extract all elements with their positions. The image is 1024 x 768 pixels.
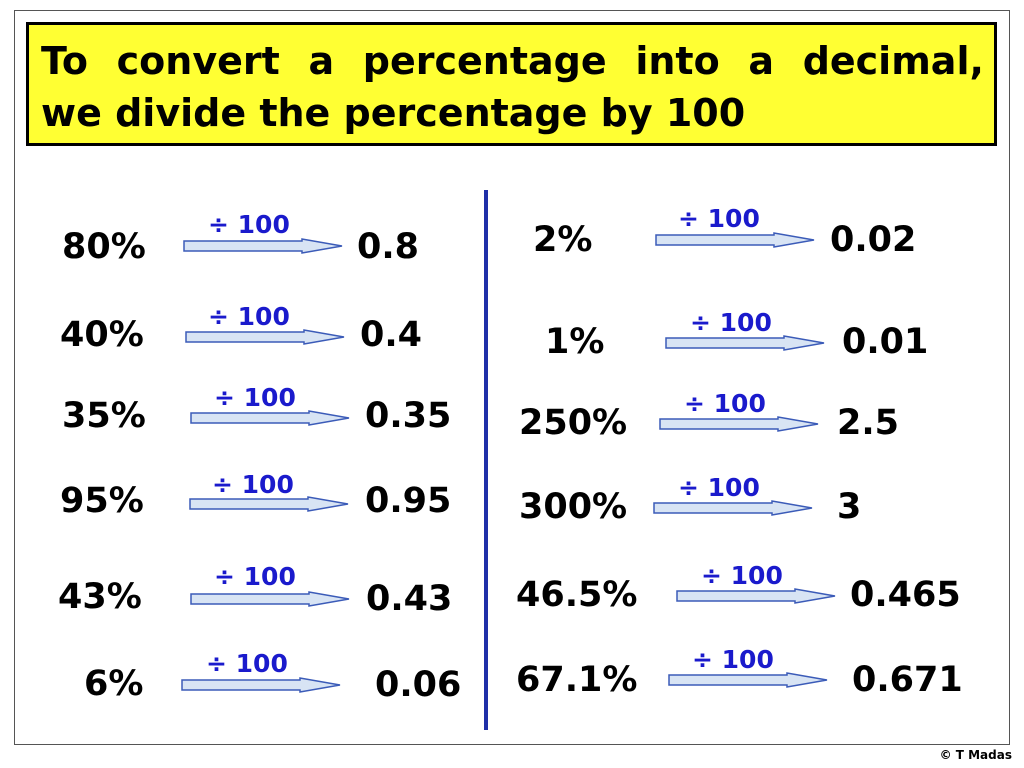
copyright-notice: © T Madas [939,748,1012,762]
title-word: To [41,39,88,83]
percentage-value: 2% [533,220,593,260]
arrow-right-icon [659,416,819,432]
decimal-value: 0.95 [365,481,452,521]
arrow-right-icon [653,500,813,516]
percentage-value: 80% [62,227,146,267]
title-box: To convert a percentage into a decimal, … [26,22,997,146]
title-word: decimal, [802,39,984,83]
percentage-value: 6% [84,664,144,704]
title-word: a [308,39,335,83]
slide-frame [14,10,1010,745]
divide-operator: ÷ 100 [208,302,290,331]
decimal-value: 0.35 [365,396,452,436]
decimal-value: 0.671 [852,660,963,700]
arrow-right-icon [190,410,350,426]
arrow-right-icon [181,677,341,693]
decimal-value: 0.02 [830,220,917,260]
divide-operator: ÷ 100 [692,645,774,674]
arrow-right-icon [185,329,345,345]
arrow-right-icon [655,232,815,248]
decimal-value: 0.01 [842,322,929,362]
divide-operator: ÷ 100 [212,470,294,499]
arrow-right-icon [183,238,343,254]
title-word: convert [116,39,280,83]
title-line-2: we divide the percentage by 100 [41,91,746,135]
divide-operator: ÷ 100 [684,389,766,418]
percentage-value: 95% [60,481,144,521]
decimal-value: 0.43 [366,579,453,619]
decimal-value: 3 [837,487,862,527]
arrow-right-icon [676,588,836,604]
divide-operator: ÷ 100 [214,383,296,412]
percentage-value: 250% [519,403,628,443]
divide-operator: ÷ 100 [701,561,783,590]
decimal-value: 0.8 [357,227,420,267]
title-word: percentage [362,39,607,83]
arrow-right-icon [190,591,350,607]
divide-operator: ÷ 100 [214,562,296,591]
percentage-value: 40% [60,315,144,355]
divide-operator: ÷ 100 [206,649,288,678]
percentage-value: 35% [62,396,146,436]
divide-operator: ÷ 100 [208,210,290,239]
divide-operator: ÷ 100 [678,473,760,502]
title-line-1: To convert a percentage into a decimal, [41,35,984,87]
arrow-right-icon [668,672,828,688]
column-divider [484,190,488,730]
divide-operator: ÷ 100 [690,308,772,337]
title-word: into [635,39,720,83]
title-word: a [748,39,775,83]
divide-operator: ÷ 100 [678,204,760,233]
decimal-value: 0.4 [360,315,423,355]
arrow-right-icon [189,496,349,512]
percentage-value: 300% [519,487,628,527]
percentage-value: 43% [58,577,142,617]
percentage-value: 67.1% [516,660,638,700]
decimal-value: 0.06 [375,665,462,705]
percentage-value: 46.5% [516,575,638,615]
percentage-value: 1% [545,322,605,362]
decimal-value: 2.5 [837,403,900,443]
decimal-value: 0.465 [850,575,961,615]
arrow-right-icon [665,335,825,351]
